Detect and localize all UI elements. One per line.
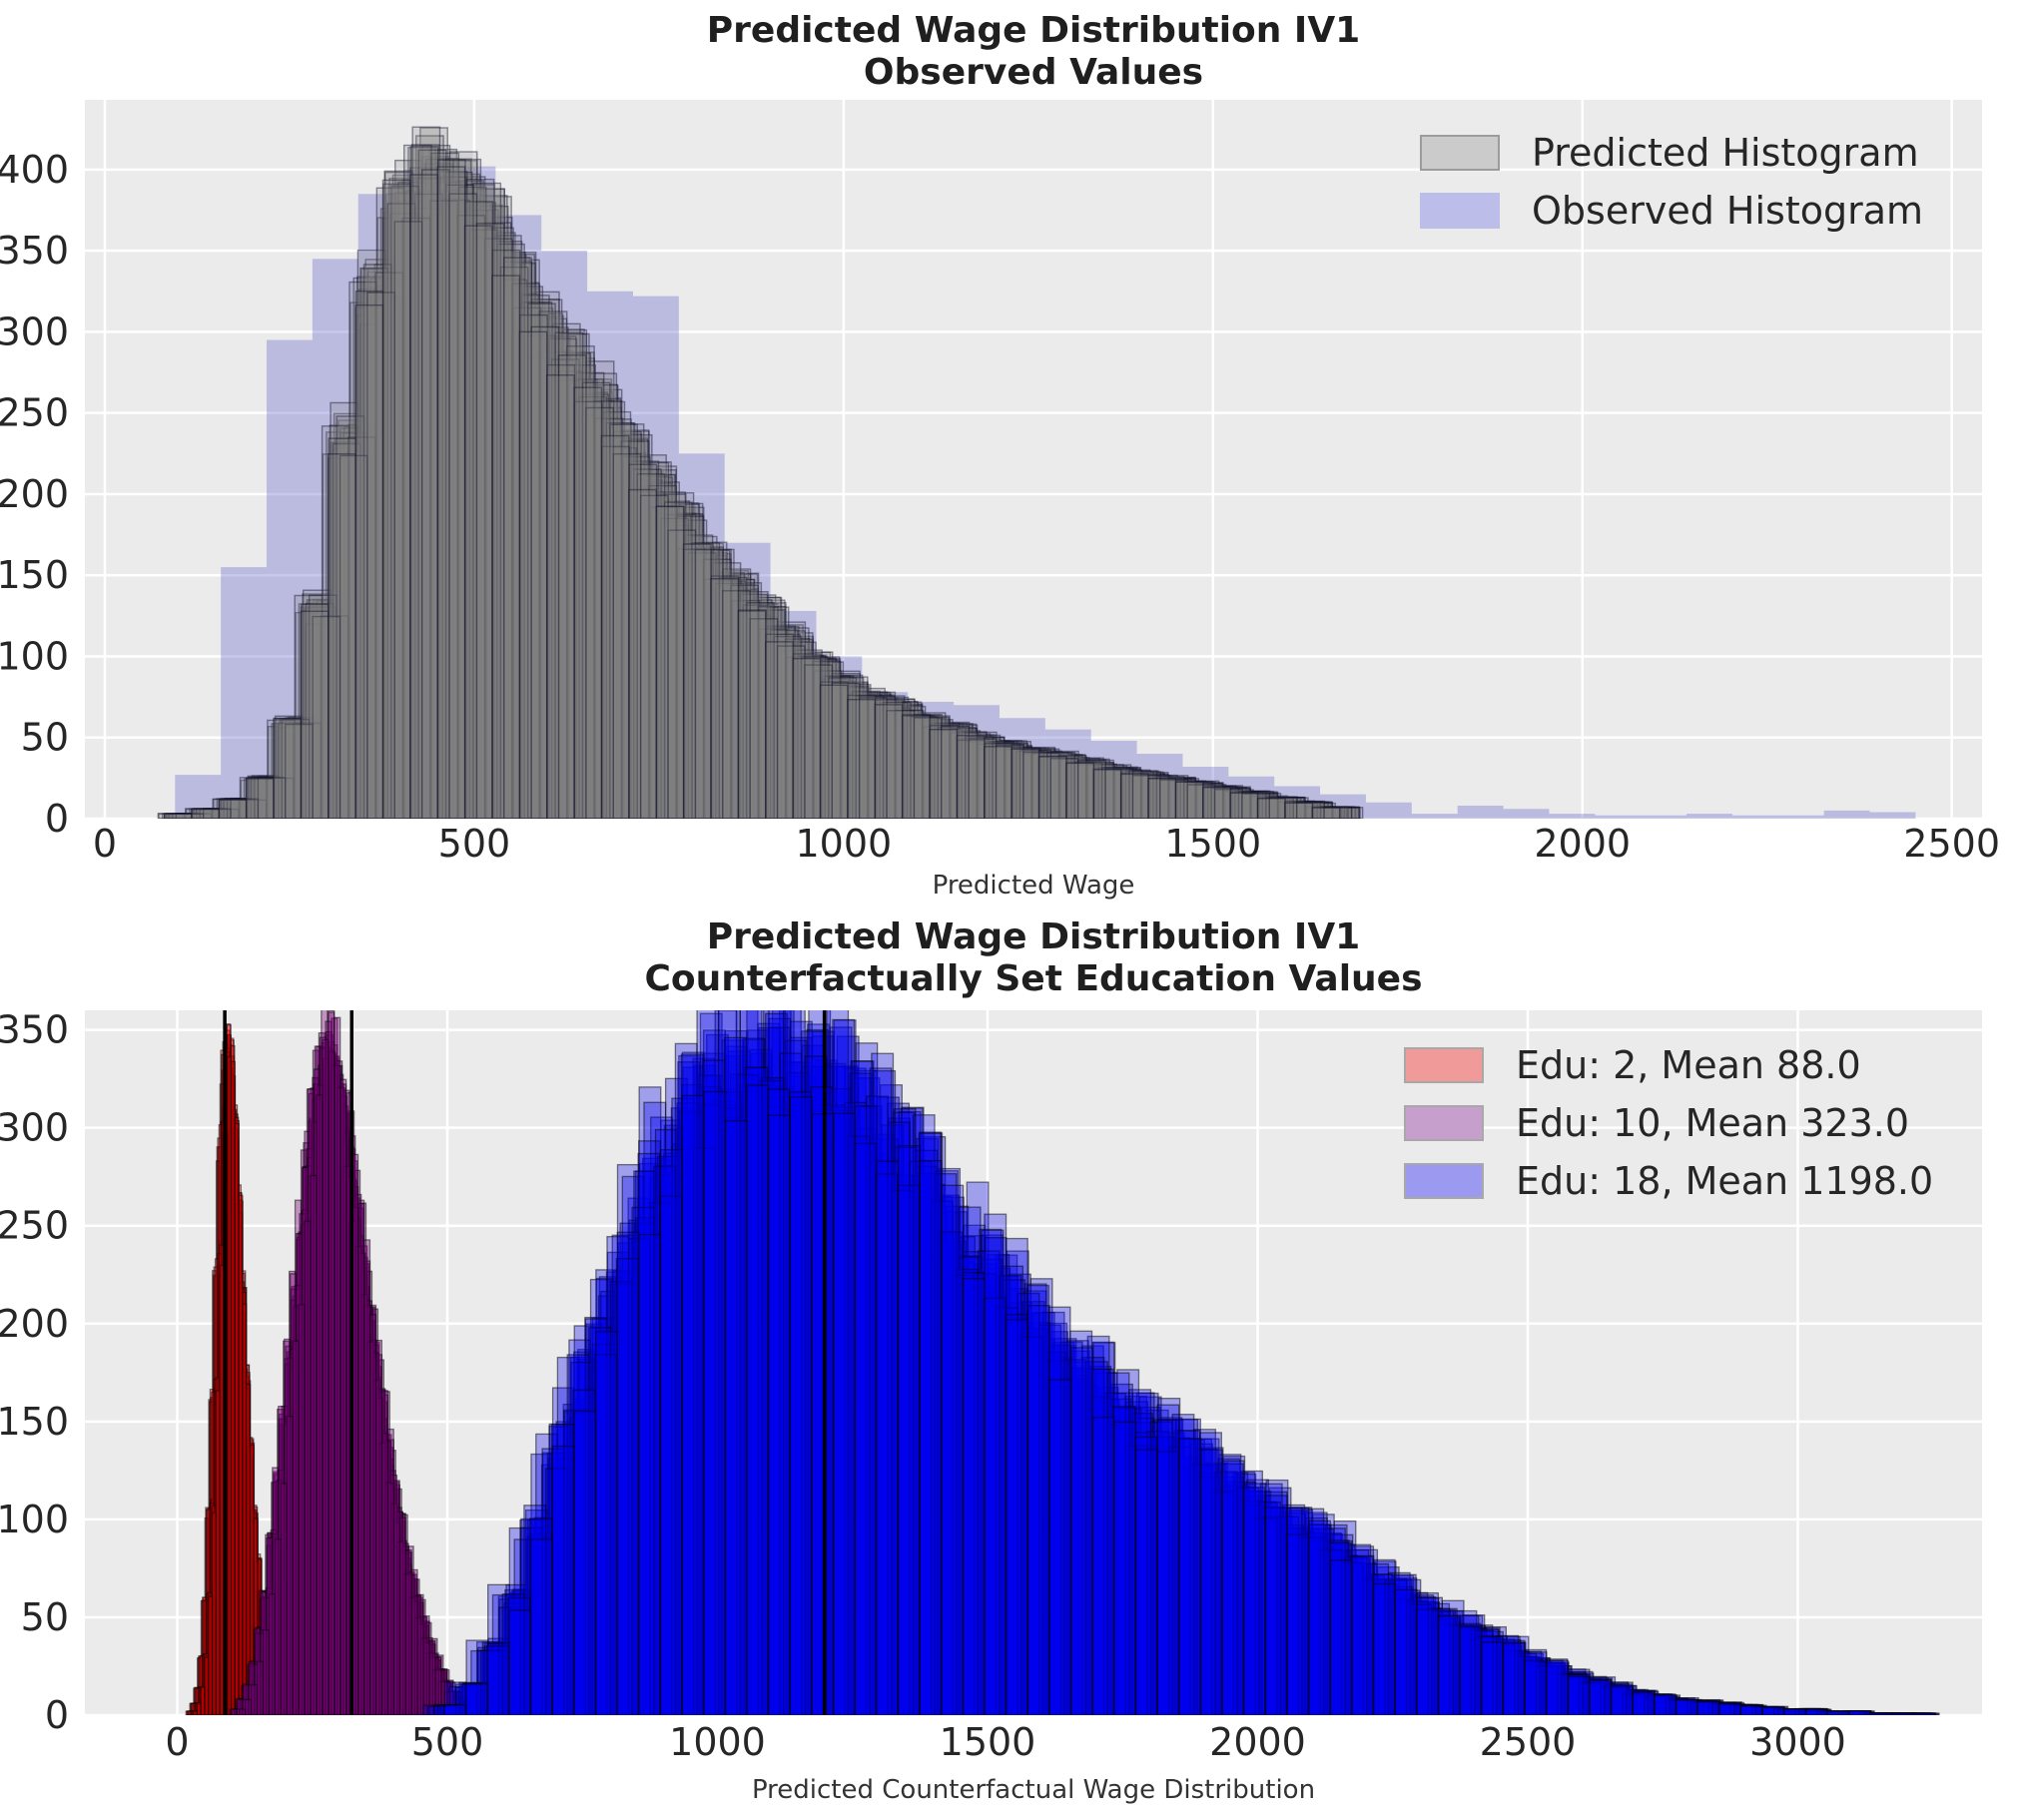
y-tick-label: 50 [21,716,69,760]
legend-label: Edu: 18, Mean 1198.0 [1516,1159,1934,1203]
y-tick-label: 100 [0,1498,69,1541]
bottom-chart: Predicted Wage Distribution IV1 Counterf… [0,909,2020,1820]
y-tick-label: 250 [0,1204,69,1248]
edu-2-swatch [1404,1047,1484,1083]
y-tick-label: 350 [0,229,69,273]
bottom-chart-title-line2: Counterfactually Set Education Values [644,958,1423,999]
y-tick-label: 100 [0,634,69,678]
top-chart-title-line1: Predicted Wage Distribution IV1 [706,10,1361,51]
legend-item-edu-2: Edu: 2, Mean 88.0 [1404,1036,1933,1094]
predicted-histogram-swatch [1420,135,1500,171]
x-tick-label: 1500 [1164,822,1261,866]
y-tick-label: 0 [45,1693,69,1737]
bottom-chart-title-line1: Predicted Wage Distribution IV1 [706,916,1361,957]
y-tick-label: 150 [0,1400,69,1444]
x-tick-label: 500 [411,1720,484,1764]
top-chart: Predicted Wage Distribution IV1 Observed… [0,0,2020,909]
legend-label: Observed Histogram [1532,189,1924,233]
legend-item-edu-10: Edu: 10, Mean 323.0 [1404,1094,1933,1152]
y-tick-label: 0 [45,797,69,841]
legend-label: Edu: 10, Mean 323.0 [1516,1101,1910,1145]
observed-histogram-swatch [1420,193,1500,229]
top-chart-xlabel: Predicted Wage [932,871,1135,901]
y-tick-label: 50 [21,1595,69,1639]
legend-item-edu-18: Edu: 18, Mean 1198.0 [1404,1152,1933,1210]
legend-item-observed: Observed Histogram [1420,182,1923,240]
legend-label: Predicted Histogram [1532,131,1919,175]
edu-18-swatch [1404,1163,1484,1199]
x-tick-label: 1000 [795,822,892,866]
x-tick-label: 2000 [1209,1720,1306,1764]
x-tick-label: 2000 [1534,822,1631,866]
y-tick-label: 200 [0,472,69,516]
y-tick-label: 350 [0,1008,69,1052]
y-tick-label: 300 [0,309,69,353]
y-tick-label: 150 [0,553,69,597]
x-tick-label: 1000 [669,1720,766,1764]
y-tick-label: 400 [0,148,69,192]
top-chart-title-line2: Observed Values [863,52,1204,93]
top-chart-legend: Predicted Histogram Observed Histogram [1420,124,1923,240]
bottom-chart-xlabel: Predicted Counterfactual Wage Distributi… [751,1775,1316,1805]
y-tick-label: 200 [0,1302,69,1346]
x-tick-label: 0 [93,822,117,866]
y-tick-label: 300 [0,1106,69,1150]
x-tick-label: 500 [438,822,511,866]
top-chart-plot-area: 0 500 1000 1500 2000 2500 0 50 100 150 200 250 300 35… [0,100,2000,866]
legend-label: Edu: 2, Mean 88.0 [1516,1043,1861,1087]
x-tick-label: 2500 [1480,1720,1577,1764]
bottom-chart-title: Predicted Wage Distribution IV1 Counterf… [85,916,1982,1000]
top-chart-title: Predicted Wage Distribution IV1 Observed… [85,10,1982,94]
x-tick-label: 2500 [1903,822,2000,866]
x-tick-label: 0 [165,1720,189,1764]
bottom-chart-legend: Edu: 2, Mean 88.0 Edu: 10, Mean 323.0 Ed… [1404,1036,1933,1210]
x-tick-label: 1500 [940,1720,1036,1764]
edu-10-swatch [1404,1105,1484,1141]
y-tick-label: 250 [0,391,69,435]
bottom-chart-plot-area: 0 500 1000 1500 2000 2500 3000 0 50 100 150 200 250 3… [0,1008,1982,1764]
legend-item-predicted: Predicted Histogram [1420,124,1923,182]
x-tick-label: 3000 [1749,1720,1846,1764]
